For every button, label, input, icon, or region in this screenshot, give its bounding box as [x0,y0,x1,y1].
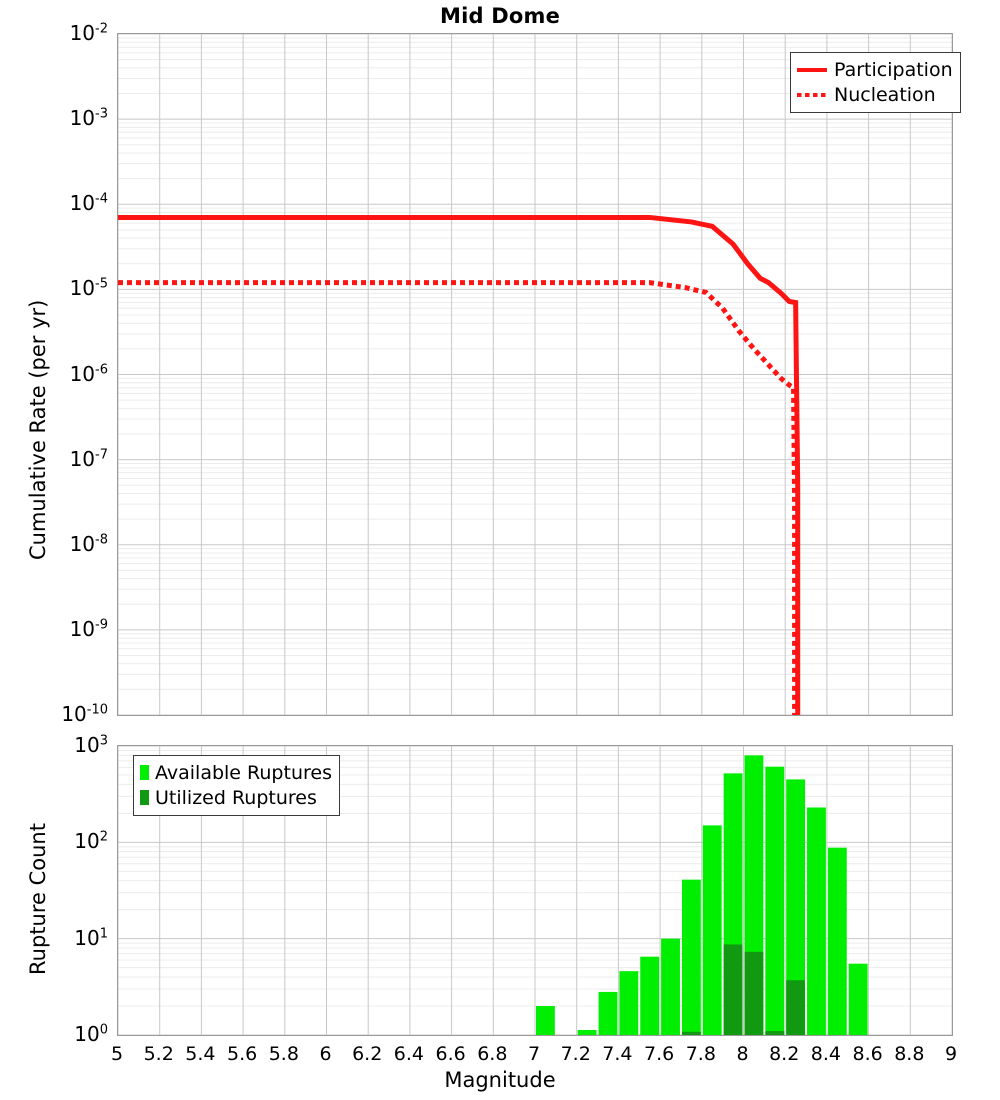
bottom-y-tick: 100 [74,1022,108,1046]
x-tick: 7.2 [560,1043,591,1065]
legend-item-participation[interactable]: Participation [797,57,953,82]
x-tick: 6.2 [352,1043,383,1065]
rupture-legend[interactable]: Available Ruptures Utilized Ruptures [133,755,340,816]
x-tick: 5.6 [226,1043,258,1065]
x-tick: 7.6 [643,1043,675,1065]
top-y-tick: 10-7 [69,446,108,471]
top-y-tick: 10-2 [69,21,108,45]
legend-label-nucleation: Nucleation [834,83,936,106]
x-tick: 9 [944,1043,958,1065]
rupture-bars [536,755,868,1035]
x-axis-label: Magnitude [444,1068,556,1092]
top-y-tick: 10-4 [69,191,108,216]
x-tick: 7 [527,1043,541,1065]
legend-label-utilized: Utilized Ruptures [155,786,317,809]
page-title: Mid Dome [439,4,561,28]
x-tick: 6.6 [435,1043,466,1065]
x-tick: 5.4 [185,1043,216,1065]
legend-item-nucleation[interactable]: Nucleation [797,82,953,107]
cumulative-rate-plot [117,33,953,716]
legend-label-available: Available Ruptures [155,761,332,784]
top-y-tick: 10-6 [69,361,108,386]
top-y-tick: 10-9 [69,616,108,641]
rupture-count-plot [117,745,953,1036]
x-tick: 8.8 [894,1043,925,1065]
x-tick: 8 [736,1043,749,1065]
rate-legend[interactable]: Participation Nucleation [790,52,961,113]
top-y-tick: 10-5 [69,276,108,301]
x-tick: 8.6 [852,1043,883,1065]
x-tick: 5.8 [268,1043,299,1065]
top-y-tick: 10-3 [69,106,108,131]
bottom-y-tick: 102 [74,829,108,854]
bottom-y-axis-label: Rupture Count [26,823,50,975]
x-tick: 7.8 [685,1043,716,1065]
legend-item-utilized[interactable]: Utilized Ruptures [140,785,332,810]
legend-item-available[interactable]: Available Ruptures [140,760,332,785]
available-color-icon [140,765,149,780]
rate-curves [118,214,801,715]
bottom-y-tick: 103 [74,733,108,757]
x-tick: 8.4 [810,1043,841,1065]
utilized-color-icon [140,790,149,805]
x-tick: 6.4 [393,1043,424,1065]
top-y-axis-label: Cumulative Rate (per yr) [26,299,50,560]
x-tick: 6.8 [477,1043,508,1065]
legend-label-participation: Participation [834,58,953,81]
x-tick: 6 [319,1043,332,1065]
top-y-tick: 10-8 [69,531,108,556]
top-y-tick: 10-10 [61,702,108,726]
x-tick: 7.4 [602,1043,633,1065]
dotted-line-icon [797,92,827,97]
x-tick: 5 [110,1043,124,1065]
top-grid [118,34,952,715]
x-tick: 5.2 [143,1043,174,1065]
x-tick: 8.2 [769,1043,800,1065]
solid-line-icon [797,67,827,72]
bottom-y-tick: 101 [74,925,108,950]
